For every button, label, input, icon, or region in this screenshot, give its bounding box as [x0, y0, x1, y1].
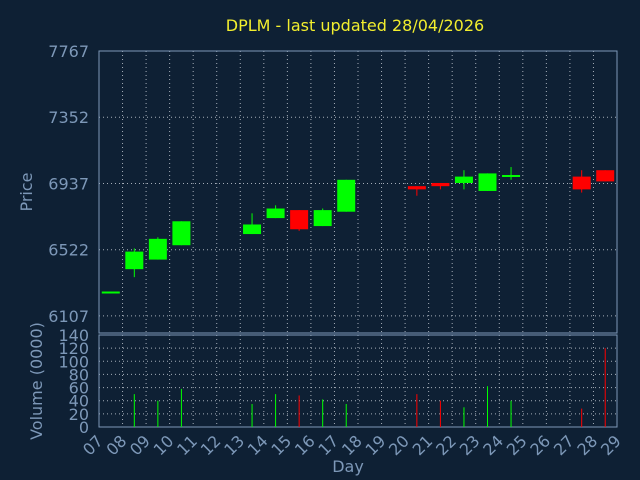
candle-body [266, 208, 285, 219]
candle-body [502, 175, 521, 178]
candle-body [172, 221, 191, 246]
candle-body [454, 176, 473, 183]
candle [502, 167, 521, 180]
candle-body [572, 176, 591, 190]
x-axis: 0708091011121314151617181920212223242526… [79, 431, 625, 459]
volume-tick-label: 140 [58, 326, 89, 345]
candle-body [431, 182, 450, 187]
candle [266, 205, 285, 219]
candle [407, 186, 426, 196]
candle [172, 221, 191, 246]
volume-axis-label: Volume (0000) [27, 322, 46, 440]
candle [337, 179, 356, 212]
candle [478, 173, 497, 191]
candle-body [101, 291, 120, 294]
candle [125, 248, 144, 278]
candle [454, 170, 473, 190]
x-tick-label: 29 [597, 431, 625, 459]
price-tick-label: 7767 [48, 42, 89, 61]
candle-body [337, 179, 356, 212]
price-grid [99, 51, 617, 333]
volume-tick-label: 20 [69, 405, 89, 424]
candle [290, 210, 309, 231]
price-tick-label: 6522 [48, 241, 89, 260]
volume-tick-label: 120 [58, 339, 89, 358]
candle-body [596, 170, 615, 182]
candle [243, 213, 262, 235]
candle [431, 182, 450, 190]
candle-body [478, 173, 497, 191]
candle-body [313, 210, 332, 227]
candle-body [148, 238, 167, 260]
volume-tick-label: 0 [79, 418, 89, 437]
price-tick-label: 6107 [48, 307, 89, 326]
candle [596, 170, 615, 182]
volume-tick-label: 60 [69, 379, 89, 398]
candle [148, 237, 167, 260]
candle [572, 170, 591, 193]
volume-grid [99, 335, 617, 427]
candles [101, 167, 615, 294]
price-tick-label: 6937 [48, 174, 89, 193]
candle-body [290, 210, 309, 230]
volume-tick-label: 100 [58, 352, 89, 371]
candle-body [125, 251, 144, 270]
price-axis-label: Price [17, 172, 36, 211]
candle-body [243, 224, 262, 235]
volume-tick-label: 40 [69, 392, 89, 411]
candle-body [407, 186, 426, 190]
candle [101, 291, 120, 294]
price-panel-frame [98, 50, 618, 334]
volume-panel-frame [98, 334, 618, 428]
chart-title: DPLM - last updated 28/04/2026 [226, 16, 484, 35]
candle [313, 208, 332, 227]
x-axis-label: Day [332, 457, 364, 476]
volume-tick-label: 80 [69, 365, 89, 384]
price-tick-label: 7352 [48, 108, 89, 127]
price-axis: 6107 6522 6937 7352 7767 [48, 42, 89, 326]
volume-bars [133, 348, 606, 427]
